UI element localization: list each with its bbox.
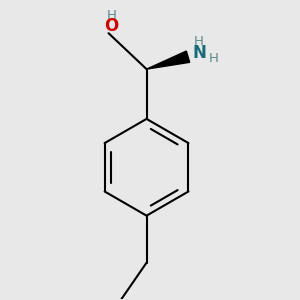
Text: H: H (106, 9, 116, 22)
Text: O: O (104, 17, 118, 35)
Text: H: H (194, 35, 204, 48)
Polygon shape (146, 51, 190, 69)
Text: H: H (209, 52, 218, 64)
Text: N: N (192, 44, 206, 62)
